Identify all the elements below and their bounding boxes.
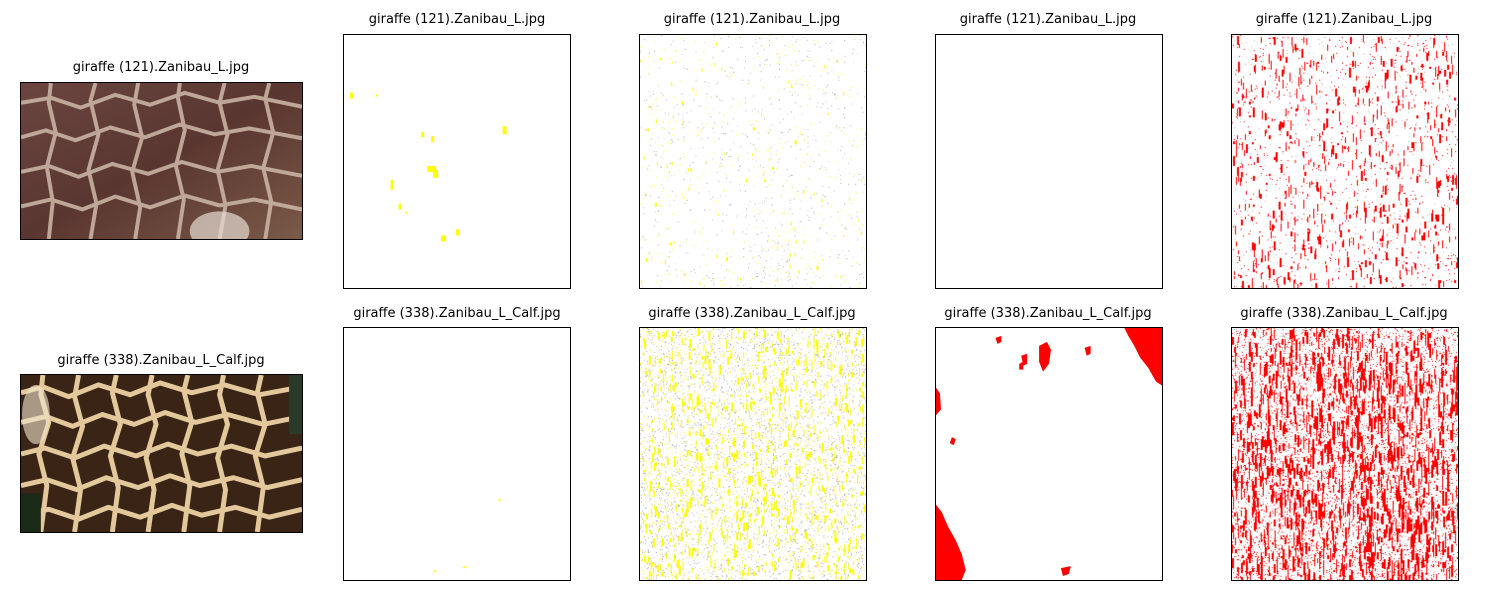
giraffe-pattern-121 [21,83,302,239]
mask-panel-r1c4 [935,34,1163,289]
panel-title-r1c5: giraffe (121).Zanibau_L.jpg [1255,12,1433,27]
panel-title-r1c4: giraffe (121).Zanibau_L.jpg [959,12,1137,27]
mask-panel-r2c4 [935,327,1163,581]
yellow-mask-faint [433,498,501,573]
mask-panel-r1c5 [1231,34,1459,289]
panel-title-r2c2: giraffe (338).Zanibau_L_Calf.jpg [353,306,561,321]
mask-panel-r2c3 [639,327,867,581]
giraffe-photo-121 [20,82,303,240]
red-region-mask [936,328,1162,580]
speckle-mask-r1c3 [640,35,866,288]
giraffe-photo-338 [20,374,303,533]
giraffe-pattern-338 [21,375,302,532]
mask-panel-r1c3 [639,34,867,289]
panel-title-r2c5: giraffe (338).Zanibau_L_Calf.jpg [1240,306,1448,321]
mask-panel-r2c5 [1231,327,1459,581]
red-streak-mask-r1c5 [1232,35,1458,288]
yellow-mask-sparse [349,92,507,242]
panel-title-r1c2: giraffe (121).Zanibau_L.jpg [368,12,546,27]
panel-title-r2c4: giraffe (338).Zanibau_L_Calf.jpg [944,306,1152,321]
mask-panel-r2c2 [343,327,571,581]
speckle-mask-r2c3 [640,328,866,580]
mask-panel-r1c2 [343,34,571,289]
red-streak-mask-r2c5 [1232,328,1458,580]
panel-title-r2c3: giraffe (338).Zanibau_L_Calf.jpg [648,306,856,321]
panel-title-r1c3: giraffe (121).Zanibau_L.jpg [663,12,841,27]
panel-title-r2c1: giraffe (338).Zanibau_L_Calf.jpg [57,353,265,368]
panel-title-r1c1: giraffe (121).Zanibau_L.jpg [72,60,250,75]
